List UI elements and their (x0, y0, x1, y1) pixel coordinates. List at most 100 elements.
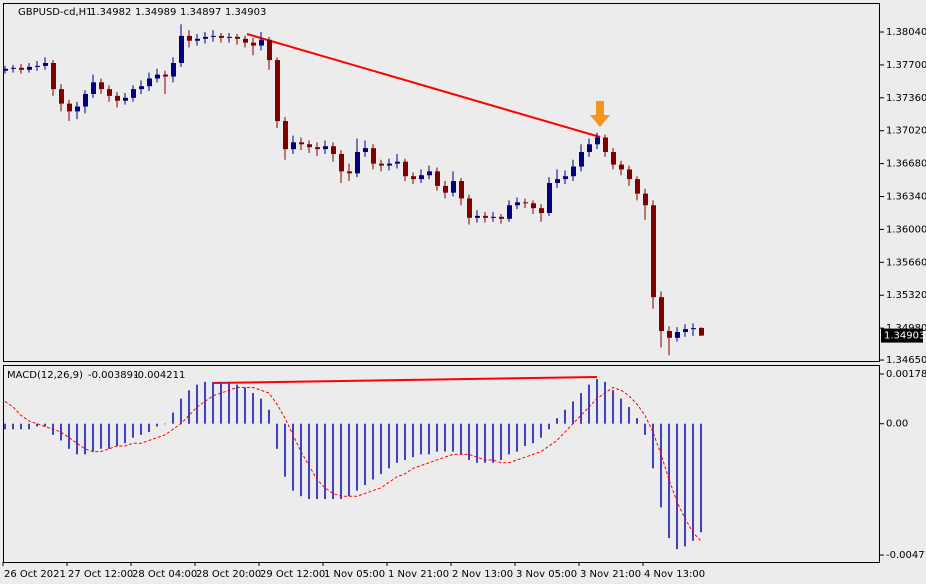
macd-bar (572, 401, 574, 424)
candle-body (75, 106, 80, 112)
candle-body (427, 171, 432, 176)
candle-body (179, 35, 184, 63)
macd-bar (644, 423, 646, 435)
candle-body (227, 36, 232, 38)
candle-body (651, 205, 656, 298)
macd-bar (588, 384, 590, 424)
x-tick-label: 2 Nov 13:00 (452, 569, 513, 580)
header-high: 1.34989 (135, 7, 176, 18)
candle-body (451, 181, 456, 193)
y-tick-label: 1.36000 (886, 224, 926, 235)
candle-body (491, 216, 496, 218)
macd-bar (196, 384, 198, 424)
x-tick-label: 4 Nov 13:00 (644, 569, 705, 580)
macd-bar (428, 423, 430, 455)
candle-body (627, 169, 632, 180)
candle-body (291, 142, 296, 150)
macd-bar (636, 418, 638, 424)
y-tick-label: 1.35320 (886, 290, 926, 301)
macd-bar (284, 423, 286, 477)
macd-bar (212, 381, 214, 424)
macd-bar (172, 412, 174, 424)
candle-body (531, 203, 536, 209)
macd-bar (44, 423, 46, 427)
candle-body (355, 152, 360, 174)
candle-body (19, 67, 24, 70)
macd-bar (300, 423, 302, 497)
candle-body (499, 216, 504, 219)
candle-body (27, 66, 32, 70)
candle-body (35, 65, 40, 67)
y-tick-label: 1.38040 (886, 27, 926, 38)
macd-bar (84, 423, 86, 455)
macd-bar (148, 423, 150, 433)
macd-bar (652, 423, 654, 469)
y-tick-label: 0.00 (886, 419, 908, 430)
macd-bar (412, 423, 414, 458)
candle-body (523, 202, 528, 204)
macd-bar (700, 423, 702, 533)
macd-bar (276, 423, 278, 449)
y-tick-label: 1.36680 (886, 159, 926, 170)
y-tick-label: 1.37700 (886, 60, 926, 71)
candle-body (571, 166, 576, 177)
macd-bar (524, 423, 526, 447)
macd-bar (452, 423, 454, 452)
macd-bar (620, 398, 622, 424)
x-tick-label: 26 Oct 2021 (4, 569, 66, 580)
macd-bar (612, 390, 614, 424)
macd-bar (564, 409, 566, 424)
macd-bar (404, 423, 406, 460)
candle-body (635, 179, 640, 194)
candle-body (195, 38, 200, 41)
y-tick-label: -0.004711 (886, 550, 926, 561)
candle-body (507, 205, 512, 219)
macd-bar (260, 398, 262, 424)
x-tick-label: 27 Oct 12:00 (68, 569, 133, 580)
macd-bar (684, 423, 686, 547)
candle-body (99, 82, 104, 90)
candle-body (579, 152, 584, 167)
macd-bar (468, 423, 470, 460)
candle-body (123, 97, 128, 101)
candle-body (163, 74, 168, 77)
macd-bar (348, 423, 350, 497)
macd-bar (516, 423, 518, 452)
macd-bar (372, 423, 374, 480)
candle-body (323, 146, 328, 150)
candle-body (459, 181, 464, 199)
candle-body (3, 68, 8, 71)
macd-bar (508, 423, 510, 455)
candle-body (667, 331, 672, 338)
candle-body (235, 36, 240, 39)
marks: 1.38040 1.37700 1.37360 1.37020 1.36680 1.363… (2, 24, 926, 580)
signal-value: -0.004211 (134, 370, 185, 381)
x-tick-label: 1 Nov 21:00 (388, 569, 449, 580)
macd-trend-line (211, 376, 598, 384)
macd-bar (316, 423, 318, 499)
candle-body (643, 193, 648, 206)
macd-bar (324, 423, 326, 499)
candle-body (691, 328, 696, 330)
header-open: 1.34982 (90, 7, 131, 18)
candle-body (11, 67, 16, 69)
macd-bar (228, 381, 230, 424)
candle-body (443, 185, 448, 193)
macd-bar (548, 423, 550, 430)
macd-bar (604, 381, 606, 424)
candle-body (555, 179, 560, 183)
macd-bar (268, 409, 270, 424)
candle-body (595, 137, 600, 145)
candle-body (379, 163, 384, 166)
candle-body (475, 215, 480, 218)
header-close: 1.34903 (225, 7, 266, 18)
candle-body (619, 164, 624, 170)
x-tick-label: 3 Nov 21:00 (580, 569, 641, 580)
candle-body (419, 175, 424, 180)
macd-bar (252, 393, 254, 424)
candle-body (659, 297, 664, 332)
candle-body (187, 35, 192, 41)
